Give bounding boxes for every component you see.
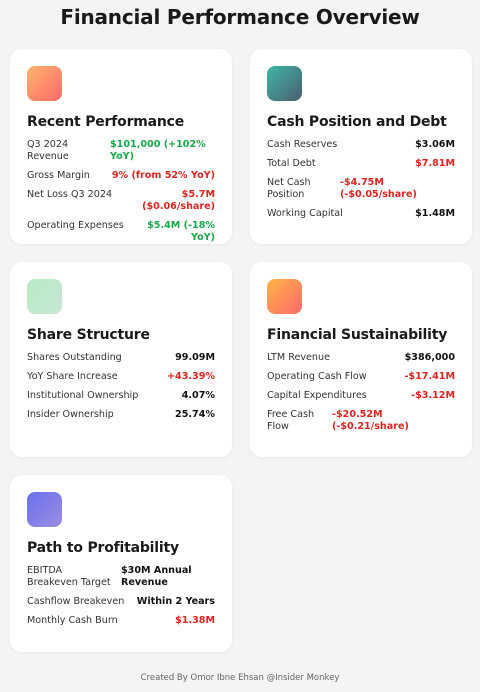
metric-row: LTM Revenue $386,000	[267, 352, 455, 364]
card-path-to-profitability: Path to Profitability EBITDA Breakeven T…	[10, 475, 232, 652]
metric-value: $5.4M (-18% YoY)	[147, 220, 215, 243]
metric-value: 25.74%	[175, 409, 215, 420]
metric-label: Q3 2024 Revenue	[27, 139, 69, 162]
metric-value: -$4.75M (-$0.05/share)	[340, 177, 417, 200]
metric-row: Monthly Cash Burn $1.38M	[27, 615, 215, 627]
metric-row: Gross Margin 9% (from 52% YoY)	[27, 170, 215, 182]
card-cash-position: Cash Position and Debt Cash Reserves $3.…	[250, 49, 472, 244]
page-title: Financial Performance Overview	[60, 5, 420, 29]
metric-value: +43.39%	[167, 371, 215, 382]
metric-row: YoY Share Increase +43.39%	[27, 371, 215, 383]
metric-label: Insider Ownership	[27, 409, 114, 420]
financial-sustainability-icon	[267, 279, 302, 314]
card-title: Financial Sustainability	[267, 327, 448, 343]
metric-label: Net Loss Q3 2024	[27, 189, 113, 200]
metric-label: Operating Cash Flow	[267, 371, 367, 382]
metric-row: Insider Ownership 25.74%	[27, 409, 215, 421]
metric-value: 99.09M	[175, 352, 215, 363]
metric-label: LTM Revenue	[267, 352, 330, 363]
metric-row: Q3 2024 Revenue $101,000 (+102% YoY)	[27, 139, 215, 163]
card-title: Recent Performance	[27, 114, 185, 130]
metric-value: Within 2 Years	[136, 596, 215, 607]
metric-value: 4.07%	[181, 390, 215, 401]
metric-row: Shares Outstanding 99.09M	[27, 352, 215, 364]
metric-label: Cash Reserves	[267, 139, 338, 150]
metric-value: 9% (from 52% YoY)	[111, 170, 215, 181]
metric-label: Operating Expenses	[27, 220, 124, 231]
path-to-profitability-icon	[27, 492, 62, 527]
metric-label: Capital Expenditures	[267, 390, 367, 401]
metric-value: -$17.41M	[404, 371, 455, 382]
card-title: Share Structure	[27, 327, 150, 343]
card-title: Cash Position and Debt	[267, 114, 447, 130]
metric-value: $1.38M	[175, 615, 215, 626]
metric-row: Operating Expenses $5.4M (-18% YoY)	[27, 220, 215, 244]
metric-label: Monthly Cash Burn	[27, 615, 118, 626]
metric-value: -$20.52M (-$0.21/share)	[332, 409, 409, 432]
metric-row: Total Debt $7.81M	[267, 158, 455, 170]
metric-row: Capital Expenditures -$3.12M	[267, 390, 455, 402]
card-share-structure: Share Structure Shares Outstanding 99.09…	[10, 262, 232, 457]
metric-row: Net Loss Q3 2024 $5.7M ($0.06/share)	[27, 189, 215, 213]
metric-row: Working Capital $1.48M	[267, 208, 455, 220]
metric-row: Cash Reserves $3.06M	[267, 139, 455, 151]
metric-value: $5.7M ($0.06/share)	[142, 189, 215, 212]
metric-row: Net Cash Position -$4.75M (-$0.05/share)	[267, 177, 455, 201]
metric-label: Working Capital	[267, 208, 343, 219]
metric-label: Shares Outstanding	[27, 352, 122, 363]
share-structure-icon	[27, 279, 62, 314]
metric-label: YoY Share Increase	[27, 371, 118, 382]
metric-value: $30M Annual Revenue	[121, 565, 192, 588]
metric-label: Free Cash Flow	[267, 409, 315, 432]
metric-value: $3.06M	[415, 139, 455, 150]
metric-label: Net Cash Position	[267, 177, 311, 200]
cash-position-icon	[267, 66, 302, 101]
metric-label: EBITDA Breakeven Target	[27, 565, 111, 588]
metric-value: $1.48M	[415, 208, 455, 219]
metric-label: Total Debt	[267, 158, 316, 169]
metric-row: EBITDA Breakeven Target $30M Annual Reve…	[27, 565, 215, 589]
card-title: Path to Profitability	[27, 540, 179, 556]
metric-value: -$3.12M	[411, 390, 455, 401]
metric-label: Cashflow Breakeven	[27, 596, 125, 607]
metric-row: Operating Cash Flow -$17.41M	[267, 371, 455, 383]
metric-row: Cashflow Breakeven Within 2 Years	[27, 596, 215, 608]
metric-label: Institutional Ownership	[27, 390, 139, 401]
metric-value: $386,000	[404, 352, 455, 363]
recent-performance-icon	[27, 66, 62, 101]
footer-credit: Created By Omor Ibne Ehsan @Insider Monk…	[140, 673, 340, 683]
metric-value: $101,000 (+102% YoY)	[110, 139, 206, 162]
card-recent-performance: Recent Performance Q3 2024 Revenue $101,…	[10, 49, 232, 244]
metric-label: Gross Margin	[27, 170, 90, 181]
card-financial-sustainability: Financial Sustainability LTM Revenue $38…	[250, 262, 472, 457]
metric-row: Free Cash Flow -$20.52M (-$0.21/share)	[267, 409, 455, 433]
metric-row: Institutional Ownership 4.07%	[27, 390, 215, 402]
metric-value: $7.81M	[415, 158, 455, 169]
